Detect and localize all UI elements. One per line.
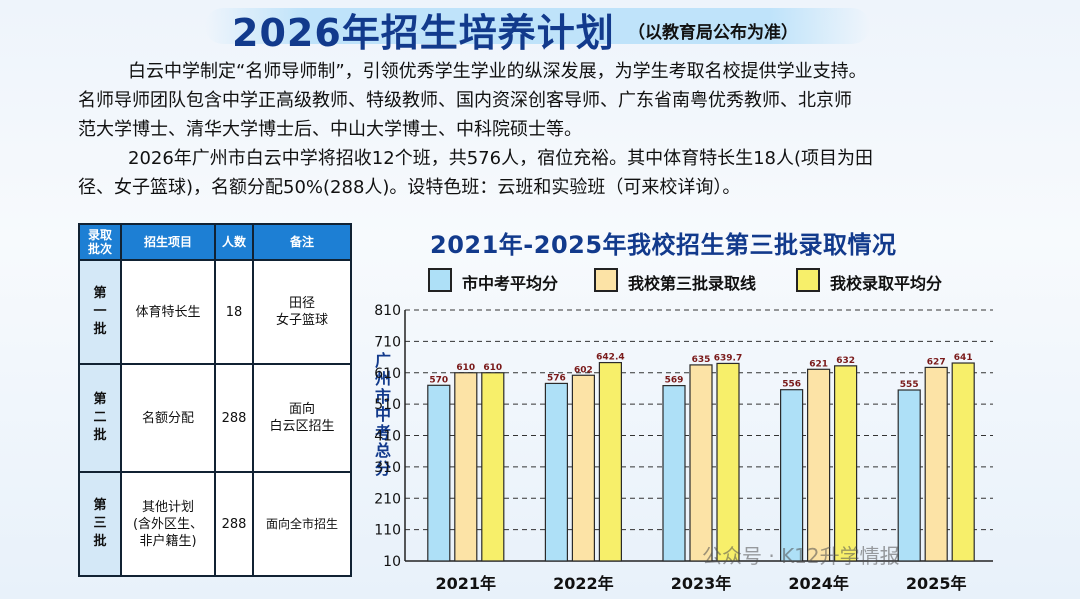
project-cell: 体育特长生 — [120, 259, 216, 365]
legend-label: 我校第三批录取线 — [628, 274, 757, 293]
batch-cell: 第三批 — [78, 471, 122, 577]
data-label: 610 — [456, 363, 475, 373]
legend-swatch — [428, 268, 452, 292]
legend-label: 我校录取平均分 — [830, 274, 943, 293]
batch-cell: 第二批 — [78, 363, 122, 473]
data-label: 555 — [900, 380, 919, 390]
table-header: 人数 — [214, 223, 254, 261]
bar — [662, 385, 686, 562]
title-note: （以教育局公布为准） — [628, 23, 798, 43]
chart-title: 2021年-2025年我校招生第三批录取情况 — [430, 231, 897, 259]
bar — [427, 384, 451, 562]
admission-table: 录取批次 招生项目 人数 备注 第一批 体育特长生 18 田径 女子篮球 第二批… — [78, 223, 352, 577]
intro-line-4: 2026年广州市白云中学将招收12个班，共576人，宿位充裕。其中体育特长生18… — [128, 148, 873, 169]
legend-swatch — [796, 268, 820, 292]
x-tick-label: 2023年 — [671, 574, 732, 593]
table-header-row: 录取批次 招生项目 人数 备注 — [78, 223, 352, 261]
legend-swatch — [594, 268, 618, 292]
bar — [454, 372, 478, 562]
data-label: 627 — [927, 357, 946, 367]
data-label: 610 — [483, 363, 502, 373]
count-cell: 288 — [214, 363, 254, 473]
intro-line-5: 径、女子篮球)，名额分配50%(288人)。设特色班：云班和实验班（可来校详询）… — [78, 177, 741, 198]
intro-line-3: 范大学博士、清华大学博士后、中山大学博士、中科院硕士等。 — [78, 119, 582, 140]
page-title: 2026年招生培养计划 — [232, 11, 615, 55]
y-tick-label: 410 — [374, 429, 401, 445]
data-label: 632 — [836, 356, 855, 366]
data-label: 570 — [429, 375, 448, 385]
x-tick-label: 2024年 — [788, 574, 849, 593]
bar — [806, 368, 831, 562]
bar — [571, 374, 596, 562]
bar — [951, 362, 975, 562]
batch-cell: 第一批 — [78, 259, 122, 365]
table-row: 第二批 名额分配 288 面向 白云区招生 — [78, 363, 352, 473]
data-label: 602 — [574, 365, 593, 375]
legend-label: 市中考平均分 — [462, 274, 559, 293]
y-axis-label: 广州市中考总分 — [374, 351, 391, 478]
bar — [924, 366, 948, 562]
table-header: 备注 — [252, 223, 352, 261]
bar — [689, 364, 713, 562]
x-tick-label: 2025年 — [906, 574, 967, 593]
y-tick-label: 310 — [374, 460, 401, 476]
data-label: 556 — [782, 380, 801, 390]
y-tick-label: 610 — [374, 366, 401, 382]
data-label: 576 — [547, 373, 566, 383]
note-cell: 田径 女子篮球 — [252, 259, 352, 365]
table-row: 第三批 其他计划 (含外区生、 非户籍生) 288 面向全市招生 — [78, 471, 352, 577]
watermark: 公众号 · K12升学情报 — [702, 544, 900, 568]
data-label: 642.4 — [596, 353, 624, 363]
y-tick-label: 10 — [383, 554, 401, 570]
intro-line-1: 白云中学制定“名师导师制”，引领优秀学生学业的纵深发展，为学生考取名校提供学业支… — [128, 61, 867, 82]
data-label: 635 — [692, 355, 711, 365]
y-tick-label: 710 — [374, 334, 401, 350]
bar — [779, 389, 804, 562]
note-cell: 面向全市招生 — [252, 471, 352, 577]
bar — [716, 362, 740, 562]
y-tick-label: 810 — [374, 303, 401, 319]
bar — [598, 361, 623, 562]
title-banner — [205, 8, 870, 44]
data-label: 569 — [665, 376, 684, 386]
project-cell: 名额分配 — [120, 363, 216, 473]
y-tick-label: 210 — [374, 491, 401, 507]
bar — [544, 382, 569, 562]
y-tick-label: 510 — [374, 397, 401, 413]
data-label: 641 — [954, 353, 973, 363]
data-label: 639.7 — [714, 353, 742, 363]
count-cell: 288 — [214, 471, 254, 577]
table-header: 招生项目 — [120, 223, 216, 261]
count-cell: 18 — [214, 259, 254, 365]
note-cell: 面向 白云区招生 — [252, 363, 352, 473]
data-label: 621 — [809, 359, 828, 369]
table-row: 第一批 体育特长生 18 田径 女子篮球 — [78, 259, 352, 365]
table-header: 录取批次 — [78, 223, 122, 261]
intro-line-2: 名师导师团队包含中学正高级教师、特级教师、国内资深创客导师、广东省南粤优秀教师、… — [78, 90, 852, 111]
y-tick-label: 110 — [374, 523, 401, 539]
bar — [897, 389, 921, 562]
bar — [833, 365, 858, 562]
bar — [481, 372, 505, 562]
x-tick-label: 2021年 — [436, 574, 497, 593]
project-cell: 其他计划 (含外区生、 非户籍生) — [120, 471, 216, 577]
x-tick-label: 2022年 — [553, 574, 614, 593]
